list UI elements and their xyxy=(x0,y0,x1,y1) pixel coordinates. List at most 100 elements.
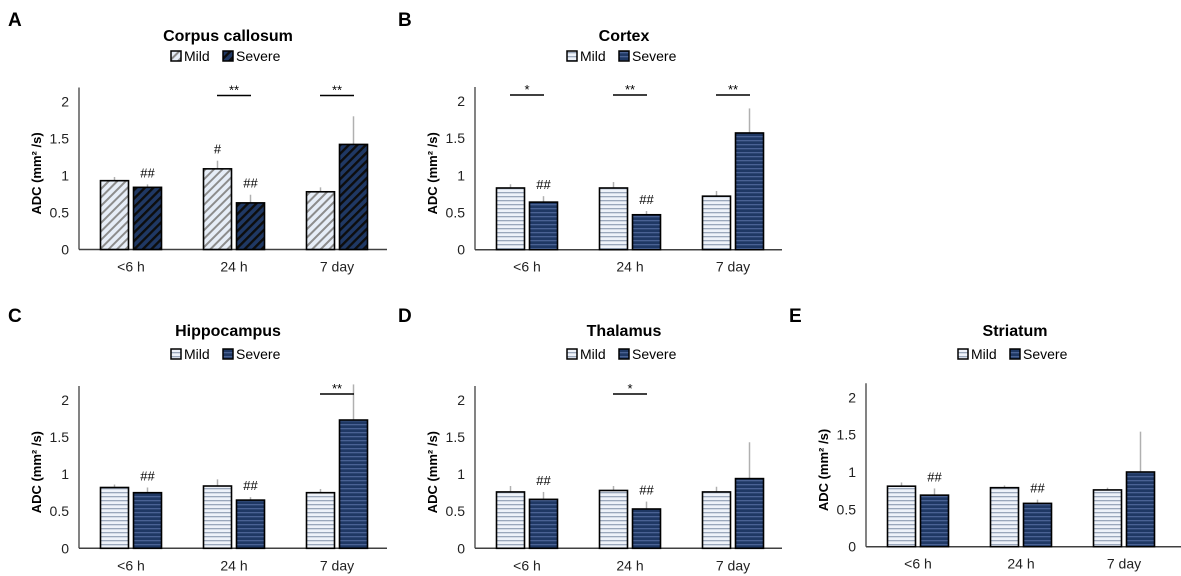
panel-letter: A xyxy=(8,10,22,31)
bar-severe xyxy=(528,201,559,251)
legend-label-mild: Mild xyxy=(184,48,210,64)
bar-marker: ## xyxy=(536,177,551,192)
legend: Mild Severe xyxy=(566,48,677,64)
bar-mild xyxy=(598,489,629,550)
y-axis-label: ADC (mm² /s) xyxy=(29,132,44,214)
y-tick-label: 1 xyxy=(457,167,465,183)
bar-severe xyxy=(235,202,266,251)
x-tick-label: 7 day xyxy=(716,259,750,275)
bar-mild xyxy=(495,187,526,251)
bar-severe xyxy=(919,494,950,548)
y-tick-label: 2 xyxy=(61,392,69,408)
y-tick-label: 0 xyxy=(457,242,465,258)
significance-label: ** xyxy=(625,82,635,97)
y-tick-label: 0 xyxy=(61,540,69,556)
bar-marker: ## xyxy=(927,469,942,484)
legend-label-mild: Mild xyxy=(184,346,210,362)
x-tick-label: <6 h xyxy=(117,259,145,275)
x-tick-label: 24 h xyxy=(616,557,643,573)
bar-mild xyxy=(701,491,732,550)
bar-marker: ## xyxy=(140,468,155,483)
bar-severe xyxy=(528,498,559,550)
legend-swatch-severe xyxy=(222,50,234,62)
significance-label: ** xyxy=(332,83,342,98)
legend-swatch-severe xyxy=(618,348,630,360)
y-tick-label: 1 xyxy=(61,466,69,482)
legend-label-mild: Mild xyxy=(580,346,606,362)
panel-c: C Hippocampus Mild Severe 0 0.5 1 1.5 2 ADC (mm² … xyxy=(8,306,387,573)
bar-marker: ## xyxy=(639,192,654,207)
significance-label: ** xyxy=(332,381,342,396)
y-axis-label: ADC (mm² /s) xyxy=(425,132,440,214)
panel-a: A Corpus callosum Mild Severe 0 0.5 1 1.5 2 ADC (… xyxy=(8,10,387,275)
bar-severe xyxy=(132,186,163,251)
bar-mild xyxy=(202,168,233,251)
y-tick-label: 1.5 xyxy=(50,429,70,445)
bar-mild xyxy=(1092,489,1123,548)
x-tick-label: 24 h xyxy=(616,259,643,275)
y-tick-label: 1.5 xyxy=(446,130,466,146)
panel-b: B Cortex Mild Severe 0 0.5 1 1.5 2 ADC (mm² /s) <6… xyxy=(398,10,782,275)
panel-letter: C xyxy=(8,306,22,327)
bar-severe xyxy=(734,132,765,251)
chart-title: Striatum xyxy=(983,323,1048,340)
bar-severe xyxy=(338,419,369,550)
y-tick-label: 0.5 xyxy=(446,205,466,221)
bar-marker: ## xyxy=(140,165,155,180)
bar-mild xyxy=(99,179,130,251)
y-tick-label: 2 xyxy=(457,93,465,109)
legend-label-mild: Mild xyxy=(580,48,606,64)
legend-label-severe: Severe xyxy=(632,346,677,362)
legend-swatch-mild xyxy=(566,50,578,62)
bar-mild xyxy=(886,485,917,548)
bar-mild xyxy=(305,491,336,550)
bar-mild xyxy=(495,491,526,550)
chart-title: Cortex xyxy=(599,28,650,45)
significance-label: * xyxy=(627,381,632,396)
x-tick-label: <6 h xyxy=(117,557,145,573)
panel-letter: B xyxy=(398,10,412,31)
bar-mild xyxy=(598,187,629,251)
x-tick-label: 7 day xyxy=(1107,556,1141,572)
x-tick-label: 7 day xyxy=(320,557,354,573)
significance-label: ** xyxy=(728,82,738,97)
legend-label-severe: Severe xyxy=(632,48,677,64)
y-tick-label: 0 xyxy=(457,540,465,556)
panel-e: E Striatum Mild Severe 0 0.5 1 1.5 2 ADC (mm² /s)… xyxy=(789,306,1181,572)
chart-title: Corpus callosum xyxy=(163,28,293,45)
legend-swatch-mild xyxy=(957,348,969,360)
y-tick-label: 0.5 xyxy=(837,501,857,517)
chart-title: Hippocampus xyxy=(175,323,281,340)
bar-marker: ## xyxy=(243,478,258,493)
bar-mild xyxy=(701,195,732,251)
legend: Mild Severe xyxy=(170,48,281,64)
panel-d: D Thalamus Mild Severe 0 0.5 1 1.5 2 ADC (mm² /s)… xyxy=(398,306,782,573)
x-tick-label: <6 h xyxy=(513,557,541,573)
legend-label-severe: Severe xyxy=(236,346,281,362)
significance-label: ** xyxy=(229,83,239,98)
bar-marker: ## xyxy=(536,473,551,488)
bar-severe xyxy=(235,499,266,550)
legend-swatch-severe xyxy=(222,348,234,360)
y-tick-label: 1 xyxy=(61,168,69,184)
y-tick-label: 0 xyxy=(61,242,69,258)
bar-severe xyxy=(1125,471,1156,548)
y-tick-label: 0.5 xyxy=(446,503,466,519)
legend-swatch-mild xyxy=(170,348,182,360)
legend-label-mild: Mild xyxy=(971,346,997,362)
bar-mild xyxy=(989,486,1020,548)
legend: Mild Severe xyxy=(566,346,677,362)
y-tick-label: 2 xyxy=(457,392,465,408)
panel-letter: E xyxy=(789,306,802,327)
x-tick-label: <6 h xyxy=(513,259,541,275)
bar-mild xyxy=(305,190,336,251)
legend-label-severe: Severe xyxy=(236,48,281,64)
legend-swatch-severe xyxy=(618,50,630,62)
x-tick-label: 7 day xyxy=(716,557,750,573)
y-tick-label: 1.5 xyxy=(837,427,857,443)
bar-severe xyxy=(631,508,662,550)
bar-marker: # xyxy=(214,142,222,157)
bar-severe xyxy=(132,491,163,550)
legend: Mild Severe xyxy=(170,346,281,362)
